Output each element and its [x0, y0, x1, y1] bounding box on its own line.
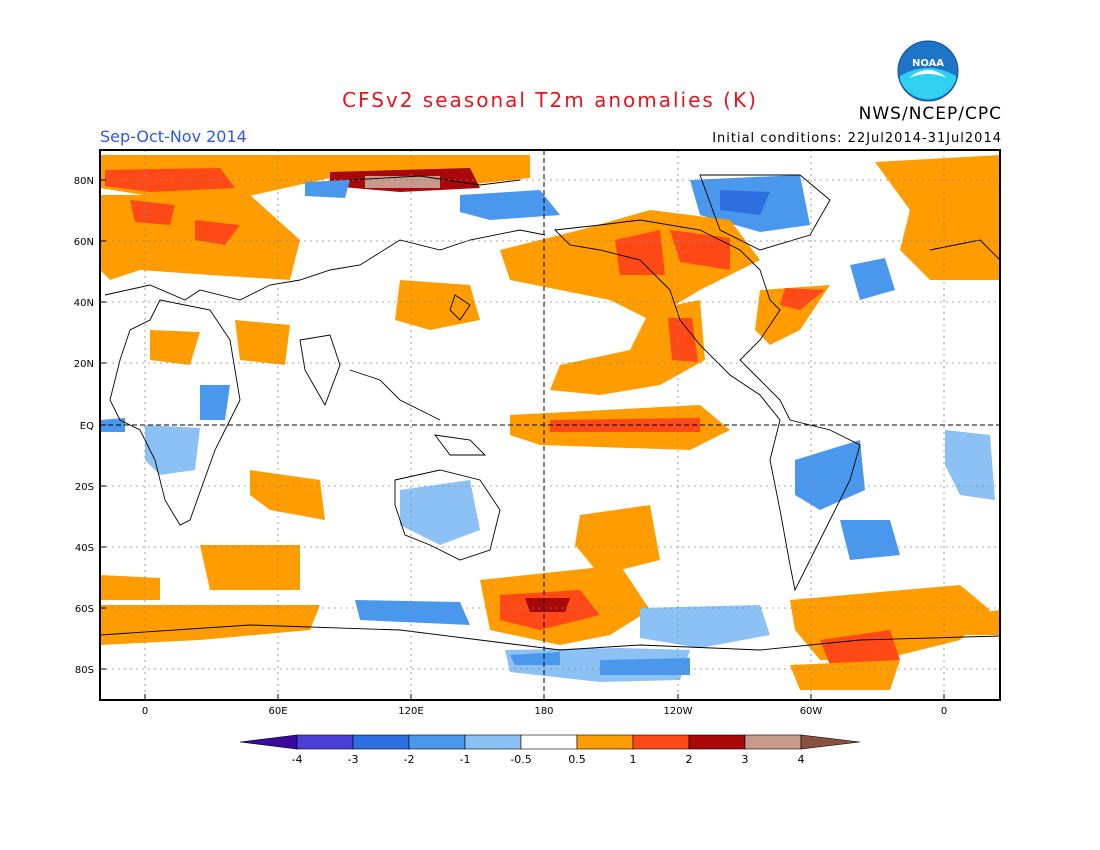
- lon-label: 60W: [800, 706, 823, 717]
- equator-dateline: [100, 150, 1000, 700]
- lat-axis: 80N 60N 40N 20N EQ 20S 40S 60S 80S: [74, 176, 106, 676]
- lat-label: 60N: [74, 237, 94, 248]
- colorbar-label: -3: [348, 753, 359, 766]
- colorbar-label: 0.5: [568, 753, 586, 766]
- colorbar-label: -1: [460, 753, 471, 766]
- lon-label: 120W: [664, 706, 693, 717]
- colorbar: -4 -3 -2 -1 -0.5 0.5 1 2 3 4: [239, 734, 861, 766]
- coastlines: [100, 174, 1000, 651]
- lat-label: 80S: [75, 665, 94, 676]
- logo-text: NOAA: [912, 58, 944, 69]
- colorbar-bin: [352, 734, 410, 750]
- colorbar-bin: [408, 734, 466, 750]
- colorbar-label: 3: [742, 753, 749, 766]
- colorbar-label: 4: [798, 753, 805, 766]
- lon-label: 0: [142, 706, 148, 717]
- colorbar-end-high: [800, 734, 861, 750]
- colorbar-bin: [688, 734, 746, 750]
- lat-label: 40S: [75, 543, 94, 554]
- lon-label: 0: [941, 706, 947, 717]
- lon-label: 120E: [398, 706, 423, 717]
- map-title: CFSv2 seasonal T2m anomalies (K): [342, 88, 758, 112]
- lon-axis: 0 60E 120E 180 120W 60W 0: [142, 694, 947, 717]
- lat-label: 60S: [75, 604, 94, 615]
- lat-label: EQ: [80, 421, 94, 432]
- lat-label: 40N: [74, 298, 94, 309]
- agency-label: NWS/NCEP/CPC: [858, 104, 1002, 124]
- initial-conditions: Initial conditions: 22Jul2014-31Jul2014: [712, 131, 1002, 146]
- colorbar-bin: [296, 734, 354, 750]
- lon-label: 180: [534, 706, 553, 717]
- lat-label: 20N: [74, 359, 94, 370]
- colorbar-label: 1: [630, 753, 637, 766]
- lon-label: 60E: [268, 706, 287, 717]
- lat-label: 80N: [74, 176, 94, 187]
- noaa-logo: NOAA: [897, 40, 959, 102]
- colorbar-label: -0.5: [510, 753, 531, 766]
- season-period: Sep-Oct-Nov 2014: [100, 127, 247, 146]
- colorbar-label: -2: [404, 753, 415, 766]
- colorbar-bin: [576, 734, 634, 750]
- colorbar-bin: [464, 734, 522, 750]
- gridlines: [100, 150, 1000, 700]
- colorbar-end-low: [239, 734, 298, 750]
- colorbar-label: -4: [292, 753, 303, 766]
- colorbar-bin: [632, 734, 690, 750]
- colorbar-bin: [744, 734, 802, 750]
- colorbar-label: 2: [686, 753, 693, 766]
- lat-label: 20S: [75, 482, 94, 493]
- anomaly-shading: [100, 155, 1000, 690]
- colorbar-bin: [520, 734, 578, 750]
